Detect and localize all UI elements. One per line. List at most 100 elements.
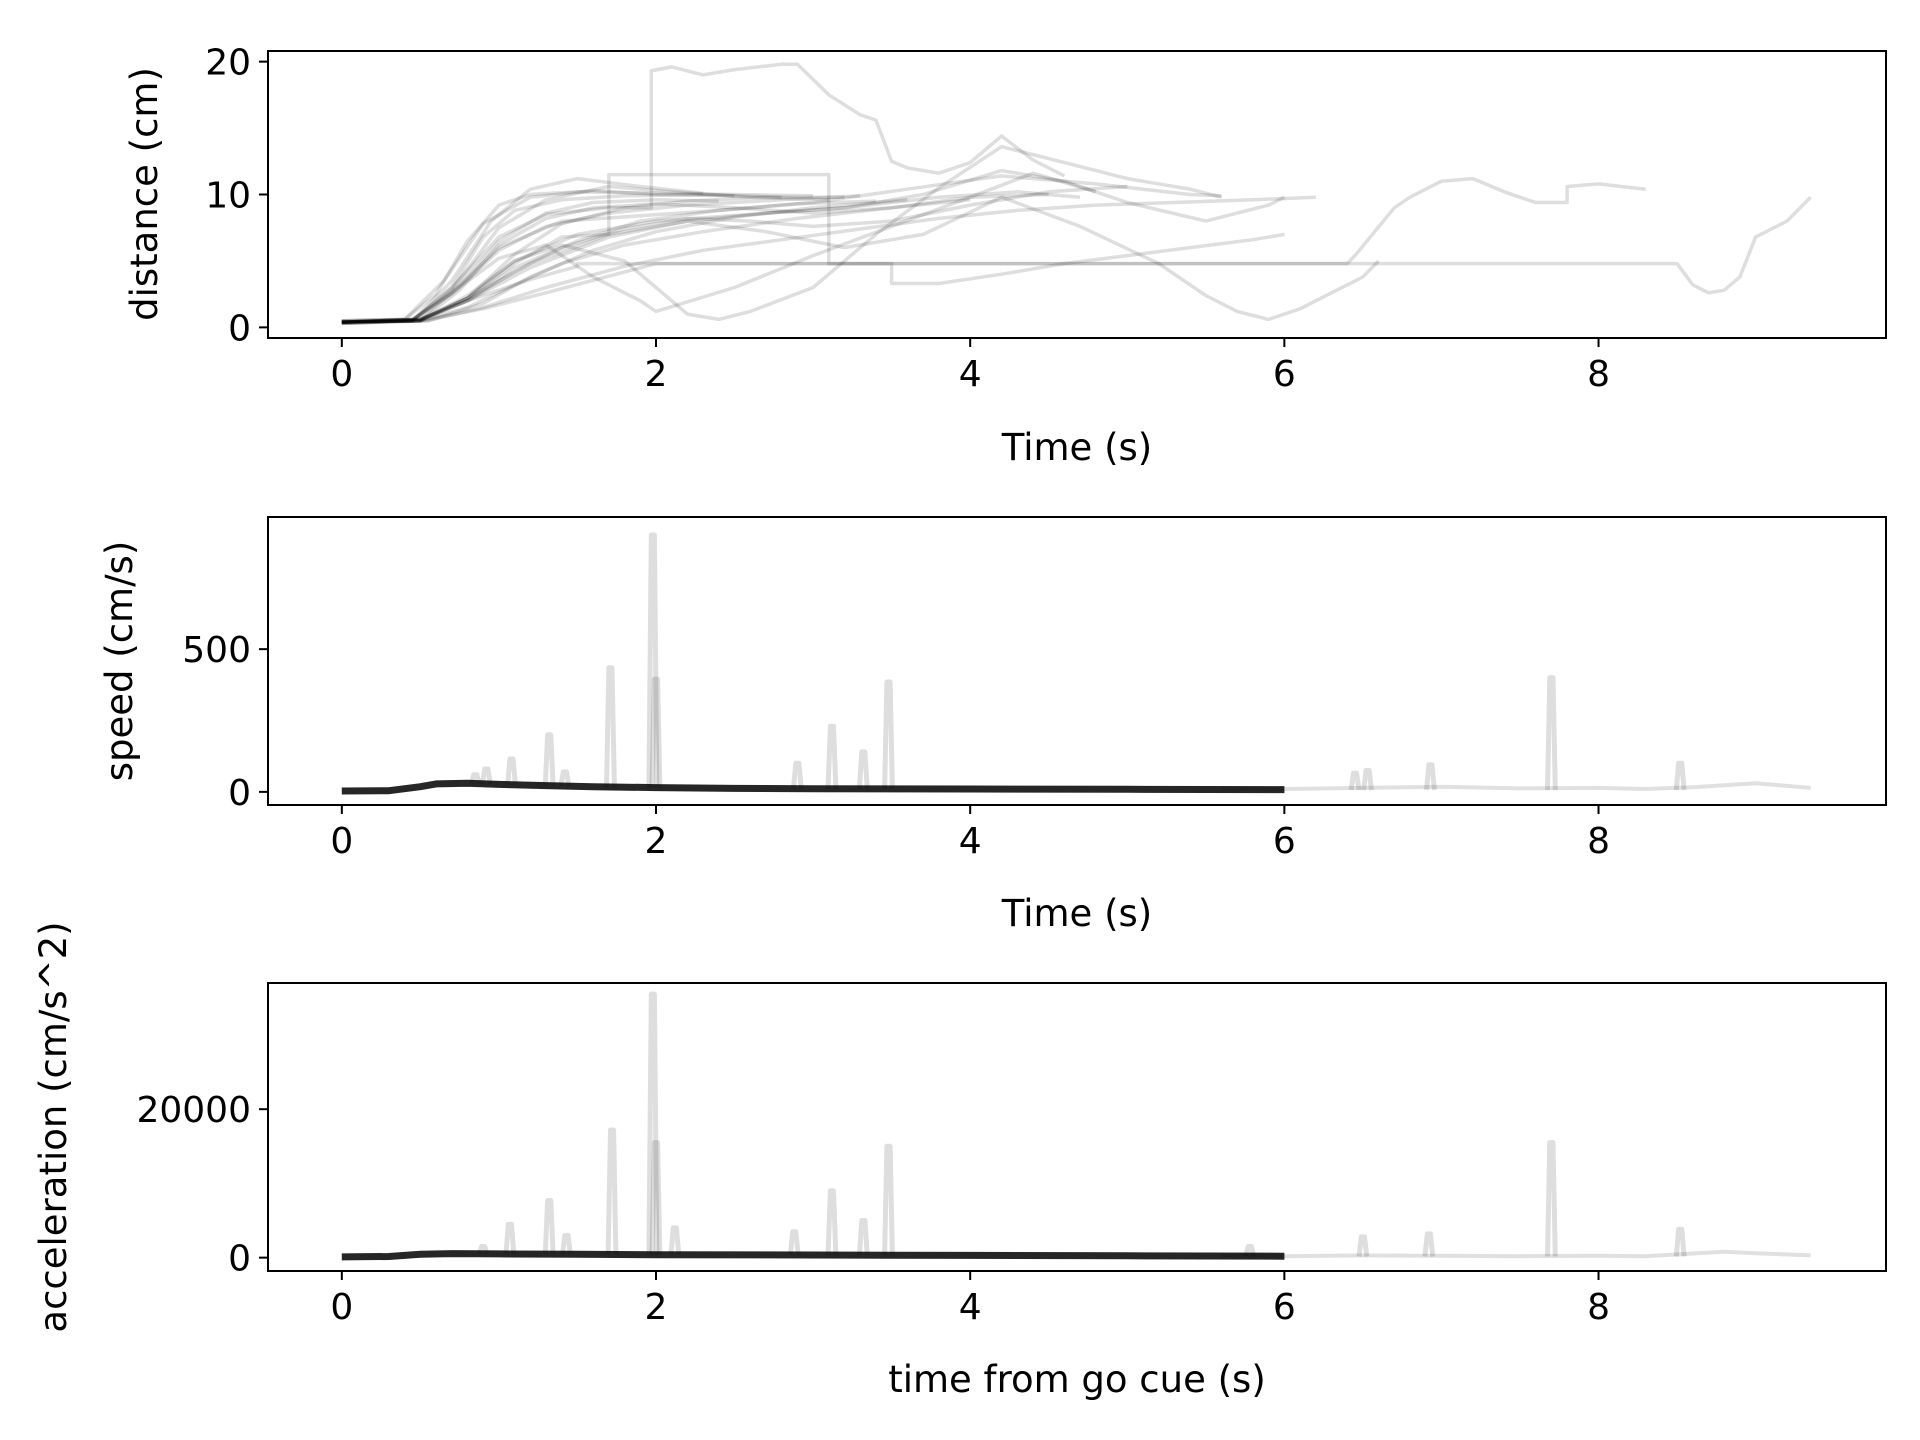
spike-line bbox=[479, 766, 493, 785]
spike-line bbox=[882, 1143, 895, 1256]
spike-line bbox=[856, 1218, 870, 1256]
plot-frame bbox=[267, 982, 1887, 1272]
x-tick-label: 6 bbox=[1273, 354, 1296, 395]
x-tick-label: 8 bbox=[1587, 1287, 1610, 1328]
x-axis-label: Time (s) bbox=[1001, 426, 1152, 469]
x-tick-label: 4 bbox=[959, 821, 982, 862]
spike-line bbox=[605, 1127, 619, 1255]
spike-line bbox=[1356, 1234, 1370, 1257]
spike-line bbox=[882, 679, 895, 789]
distance-traces bbox=[341, 62, 1812, 326]
spike-line bbox=[856, 749, 870, 789]
spike-line bbox=[1348, 770, 1362, 791]
spike-line bbox=[1243, 1244, 1257, 1257]
trace-line bbox=[341, 199, 876, 324]
spike-line bbox=[476, 1244, 490, 1255]
trace-line bbox=[341, 144, 1222, 324]
panel-speed: 0 2 4 6 8 0 500 Time (s) speed (cm/s) bbox=[98, 516, 1887, 935]
spike-line bbox=[1673, 760, 1687, 791]
trace-line bbox=[341, 190, 1081, 324]
x-tick-label: 8 bbox=[1587, 821, 1610, 862]
trace-line bbox=[341, 174, 1222, 324]
x-tick-label: 6 bbox=[1273, 1287, 1296, 1328]
spike-line bbox=[791, 760, 804, 789]
trace-line bbox=[341, 176, 704, 326]
x-tick-label: 0 bbox=[330, 354, 353, 395]
trace-line bbox=[341, 195, 1380, 324]
spike-line bbox=[1361, 768, 1374, 791]
speed-axis-ticks: 0 2 4 6 8 0 500 bbox=[182, 630, 1610, 862]
trace-line bbox=[341, 168, 1286, 324]
acceleration-axis-ticks: 0 2 4 6 8 0 20000 bbox=[136, 1090, 1610, 1328]
spike-line bbox=[1673, 1226, 1687, 1257]
acceleration-traces bbox=[341, 991, 1811, 1261]
dense-traces-line bbox=[341, 779, 1285, 795]
spike-line bbox=[825, 1188, 839, 1256]
panel-acceleration: 0 2 4 6 8 0 20000 time from go cue (s) acceler… bbox=[32, 921, 1887, 1401]
spike-line bbox=[558, 769, 572, 787]
x-tick-label: 2 bbox=[645, 1287, 668, 1328]
trace-line bbox=[341, 195, 845, 324]
x-tick-label: 8 bbox=[1587, 354, 1610, 395]
x-tick-label: 2 bbox=[645, 354, 668, 395]
spike-line bbox=[1545, 1140, 1558, 1257]
spike-line bbox=[825, 723, 839, 789]
y-axis-label: acceleration (cm/s^2) bbox=[32, 921, 75, 1332]
spike-line bbox=[668, 1225, 682, 1255]
spike-line bbox=[604, 665, 617, 788]
trace-line bbox=[341, 62, 1066, 324]
x-axis-label: time from go cue (s) bbox=[888, 1358, 1266, 1401]
y-tick-label: 20 bbox=[205, 43, 251, 84]
trace-line bbox=[341, 176, 1646, 324]
trace-line bbox=[341, 195, 1812, 324]
x-tick-label: 2 bbox=[645, 821, 668, 862]
spike-line bbox=[542, 732, 556, 786]
trace-line bbox=[341, 195, 1316, 326]
spike-line bbox=[649, 676, 663, 788]
x-axis-label: Time (s) bbox=[1001, 892, 1152, 935]
trace-line bbox=[341, 192, 782, 324]
trace-line bbox=[341, 172, 1285, 324]
x-tick-label: 4 bbox=[959, 354, 982, 395]
x-tick-label: 0 bbox=[330, 821, 353, 862]
y-axis-label: distance (cm) bbox=[123, 67, 166, 321]
trace-line bbox=[341, 184, 1128, 324]
trace-line bbox=[341, 190, 814, 323]
y-tick-label: 10 bbox=[205, 176, 251, 217]
y-tick-label: 0 bbox=[228, 773, 251, 814]
trace-line bbox=[341, 192, 1049, 324]
x-tick-label: 0 bbox=[330, 1287, 353, 1328]
spike-line bbox=[1545, 675, 1558, 791]
trace-line bbox=[341, 188, 735, 323]
spike-line bbox=[505, 756, 518, 786]
trace-tail-line bbox=[1221, 1249, 1811, 1259]
spike-line bbox=[1422, 1231, 1436, 1257]
speed-traces bbox=[341, 532, 1811, 795]
trace-line bbox=[341, 198, 908, 326]
spike-line bbox=[646, 532, 660, 788]
y-tick-label: 0 bbox=[228, 308, 251, 349]
trace-tail-line bbox=[1221, 781, 1811, 792]
distance-axis-ticks: 0 2 4 6 8 0 10 20 bbox=[205, 43, 1610, 395]
trace-line bbox=[341, 198, 719, 324]
spike-line bbox=[542, 1198, 556, 1255]
plot-frame bbox=[267, 516, 1887, 806]
spike-line bbox=[646, 991, 660, 1255]
trace-line bbox=[341, 184, 829, 326]
trace-line bbox=[341, 171, 1097, 324]
spike-line bbox=[560, 1232, 573, 1255]
trace-line bbox=[341, 194, 861, 323]
x-tick-label: 6 bbox=[1273, 821, 1296, 862]
y-axis-label: speed (cm/s) bbox=[98, 541, 141, 782]
x-tick-label: 4 bbox=[959, 1287, 982, 1328]
spike-line bbox=[787, 1229, 801, 1256]
panel-distance: 0 2 4 6 8 0 10 20 Time (s) distance (cm) bbox=[123, 43, 1887, 469]
trace-line bbox=[341, 198, 971, 324]
y-tick-label: 500 bbox=[182, 630, 251, 671]
spike-line bbox=[468, 772, 482, 785]
y-tick-label: 20000 bbox=[136, 1090, 251, 1131]
spike-line bbox=[503, 1221, 517, 1255]
y-tick-label: 0 bbox=[228, 1239, 251, 1280]
spike-line bbox=[1424, 762, 1437, 791]
